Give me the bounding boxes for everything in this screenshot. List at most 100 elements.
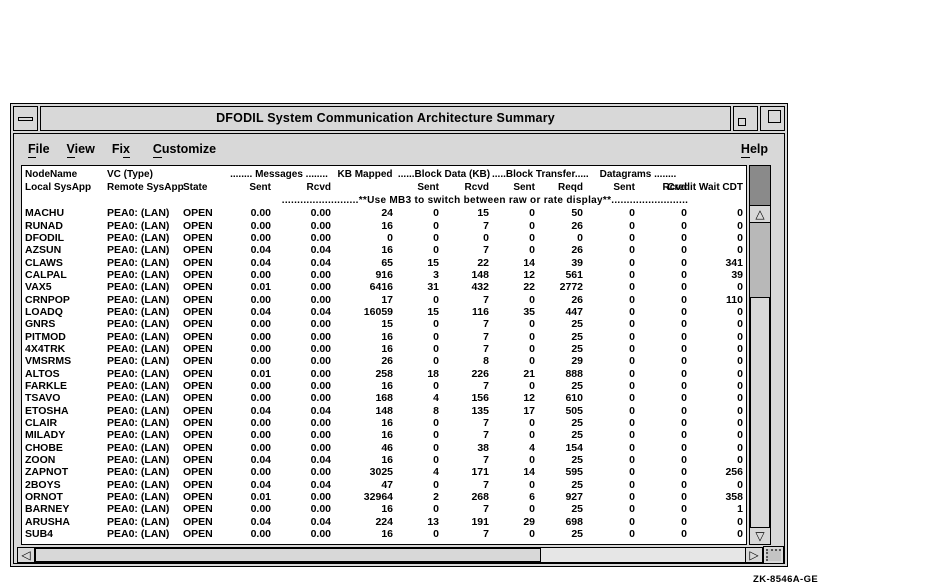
table-row[interactable]: CHOBE PEA0: (LAN) OPEN 0.00 0.00 46 0 38 4 154 0 0 0 (22, 442, 746, 454)
node-name: LOADQ (25, 305, 63, 318)
table-row[interactable]: CALPAL PEA0: (LAN) OPEN 0.00 0.00 916 3 148 12 56… (22, 269, 746, 281)
table-row[interactable]: BARNEY PEA0: (LAN) OPEN 0.00 0.00 16 0 7 0 25 0 0 1 (22, 503, 746, 515)
table-row[interactable]: AZSUN PEA0: (LAN) OPEN 0.04 0.04 16 0 7 0 26 0 0 0 (22, 244, 746, 256)
table-row[interactable]: ZAPNOT PEA0: (LAN) OPEN 0.00 0.00 3025 4 171 14 5… (22, 466, 746, 478)
block-data-sent: 0 (433, 441, 439, 454)
scroll-down-button[interactable]: ▽ (749, 527, 771, 545)
block-transfer-sent: 14 (523, 256, 535, 269)
table-row[interactable]: CRNPOP PEA0: (LAN) OPEN 0.00 0.00 17 0 7 0 26 0 0 11… (22, 293, 746, 306)
block-data-rcvd: 135 (471, 404, 489, 417)
vertical-scrollbar-thumb[interactable] (750, 297, 770, 528)
col-nodename: NodeName (25, 169, 78, 180)
table-row[interactable]: DFODIL PEA0: (LAN) OPEN 0.00 0.00 0 0 0 0 0 0 0 0 (22, 232, 746, 244)
datagrams-rcvd: 0 (681, 417, 687, 430)
node-name: CRNPOP (25, 293, 70, 306)
menu-view[interactable]: View (66, 142, 95, 158)
table-row[interactable]: MACHU PEA0: (LAN) OPEN 0.00 0.00 24 0 15 0 50 0 0 0 (22, 207, 746, 219)
block-data-rcvd: 7 (483, 478, 489, 491)
table-row[interactable]: ZOON PEA0: (LAN) OPEN 0.04 0.04 16 0 7 0 25 0 0 0 (22, 454, 746, 466)
remote-sysapp: PEA0: (LAN) (107, 441, 170, 454)
block-transfer-sent: 0 (529, 342, 535, 355)
table-row[interactable]: ORNOT PEA0: (LAN) OPEN 0.01 0.00 32964 2 268 6 92… (22, 491, 746, 503)
messages-rcvd: 0.00 (310, 528, 331, 541)
messages-rcvd: 0.00 (310, 281, 331, 294)
minimize-button[interactable] (733, 106, 758, 131)
table-row[interactable]: MILADY PEA0: (LAN) OPEN 0.00 0.00 16 0 7 0 25 0 0 0 (22, 429, 746, 441)
table-row[interactable]: CLAIR PEA0: (LAN) OPEN 0.00 0.00 16 0 7 0 25 0 0 0 (22, 417, 746, 429)
block-data-sent: 0 (433, 207, 439, 220)
messages-rcvd: 0.04 (310, 305, 331, 318)
state: OPEN (183, 478, 213, 491)
datagrams-sent: 0 (629, 231, 635, 244)
messages-rcvd: 0.00 (310, 503, 331, 516)
messages-sent: 0.01 (250, 491, 271, 504)
messages-rcvd: 0.04 (310, 515, 331, 528)
block-data-sent: 0 (433, 355, 439, 368)
kb-mapped: 0 (387, 231, 393, 244)
state: OPEN (183, 454, 213, 467)
block-transfer-reqd: 50 (571, 207, 583, 220)
table-row[interactable]: TSAVO PEA0: (LAN) OPEN 0.00 0.00 168 4 156 12 610… (22, 392, 746, 404)
window-menu-button[interactable] (13, 106, 38, 131)
block-transfer-reqd: 0 (577, 231, 583, 244)
block-data-rcvd: 7 (483, 429, 489, 442)
resize-grip[interactable] (763, 546, 784, 564)
horizontal-scrollbar-thumb[interactable] (35, 548, 541, 562)
menu-customize[interactable]: Customize (152, 142, 217, 158)
datagrams-sent: 0 (629, 404, 635, 417)
horizontal-scrollbar-track[interactable] (34, 548, 746, 562)
table-row[interactable]: ALTOS PEA0: (LAN) OPEN 0.01 0.00 258 18 226 21 88… (22, 367, 746, 380)
block-transfer-reqd: 26 (571, 219, 583, 232)
vertical-scrollbar-track[interactable] (750, 222, 770, 528)
block-data-rcvd: 7 (483, 330, 489, 343)
messages-rcvd: 0.00 (310, 268, 331, 281)
menu-help[interactable]: Help (740, 142, 768, 158)
table-row[interactable]: FARKLE PEA0: (LAN) OPEN 0.00 0.00 16 0 7 0 25 0 0 0 (22, 380, 746, 392)
block-data-sent: 0 (433, 244, 439, 257)
table-row[interactable]: VMSRMS PEA0: (LAN) OPEN 0.00 0.00 26 0 8 0 29 0 0 0 (22, 355, 746, 367)
block-transfer-sent: 14 (523, 466, 535, 479)
state: OPEN (183, 367, 213, 380)
table-row[interactable]: SUB4 PEA0: (LAN) OPEN 0.00 0.00 16 0 7 0 25 0 0 0 (22, 528, 746, 540)
maximize-button[interactable] (760, 106, 785, 131)
messages-rcvd: 0.00 (310, 318, 331, 331)
table-row[interactable]: LOADQ PEA0: (LAN) OPEN 0.04 0.04 16059 15 116 35… (22, 306, 746, 318)
table-row[interactable]: VAX5 PEA0: (LAN) OPEN 0.01 0.00 6416 31 432 22 27… (22, 281, 746, 293)
col-datagrams-sent: Sent (613, 182, 635, 193)
table-row[interactable]: PITMOD PEA0: (LAN) OPEN 0.00 0.00 16 0 7 0 25 0 0 0 (22, 330, 746, 343)
state: OPEN (183, 392, 213, 405)
messages-sent: 0.04 (250, 454, 271, 467)
node-name: ZOON (25, 454, 56, 467)
kb-mapped: 168 (375, 392, 393, 405)
table-row[interactable]: GNRS PEA0: (LAN) OPEN 0.00 0.00 15 0 7 0 25 0 0 0 (22, 318, 746, 330)
table-row[interactable]: 2BOYS PEA0: (LAN) OPEN 0.04 0.04 47 0 7 0 25 0 0 0 (22, 479, 746, 491)
menu-file[interactable]: File (28, 142, 50, 158)
scroll-left-button[interactable]: ◁ (17, 547, 35, 563)
table-row[interactable]: CLAWS PEA0: (LAN) OPEN 0.04 0.04 65 15 22 14 39 0 0… (22, 256, 746, 269)
block-data-sent: 0 (433, 318, 439, 331)
block-data-sent: 3 (433, 268, 439, 281)
messages-rcvd: 0.00 (310, 466, 331, 479)
datagrams-rcvd: 0 (681, 207, 687, 220)
block-transfer-sent: 6 (529, 491, 535, 504)
block-transfer-sent: 29 (523, 515, 535, 528)
scroll-right-button[interactable]: ▷ (745, 547, 763, 563)
table-row[interactable]: ETOSHA PEA0: (LAN) OPEN 0.04 0.04 148 8 135 17 50… (22, 405, 746, 417)
block-data-sent: 0 (433, 503, 439, 516)
scroll-up-button[interactable]: △ (749, 205, 771, 223)
block-transfer-reqd: 927 (565, 491, 583, 504)
menu-fix[interactable]: Fix (111, 142, 130, 158)
block-data-sent: 4 (433, 466, 439, 479)
table-row[interactable]: RUNAD PEA0: (LAN) OPEN 0.00 0.00 16 0 7 0 26 0 0 0 (22, 219, 746, 232)
col-group-messages: ........ Messages ........ (230, 169, 328, 180)
datagrams-rcvd: 0 (681, 454, 687, 467)
block-transfer-sent: 21 (523, 367, 535, 380)
block-data-rcvd: 432 (471, 281, 489, 294)
table-body: MACHU PEA0: (LAN) OPEN 0.00 0.00 24 0 15 0 50 0 0 0 R… (22, 207, 746, 540)
datagrams-rcvd: 0 (681, 491, 687, 504)
state: OPEN (183, 330, 213, 343)
table-row[interactable]: ARUSHA PEA0: (LAN) OPEN 0.04 0.04 224 13 191 29 6… (22, 516, 746, 528)
table-row[interactable]: 4X4TRK PEA0: (LAN) OPEN 0.00 0.00 16 0 7 0 25 0 0 0 (22, 343, 746, 355)
state: OPEN (183, 503, 213, 516)
kb-mapped: 16 (381, 379, 393, 392)
